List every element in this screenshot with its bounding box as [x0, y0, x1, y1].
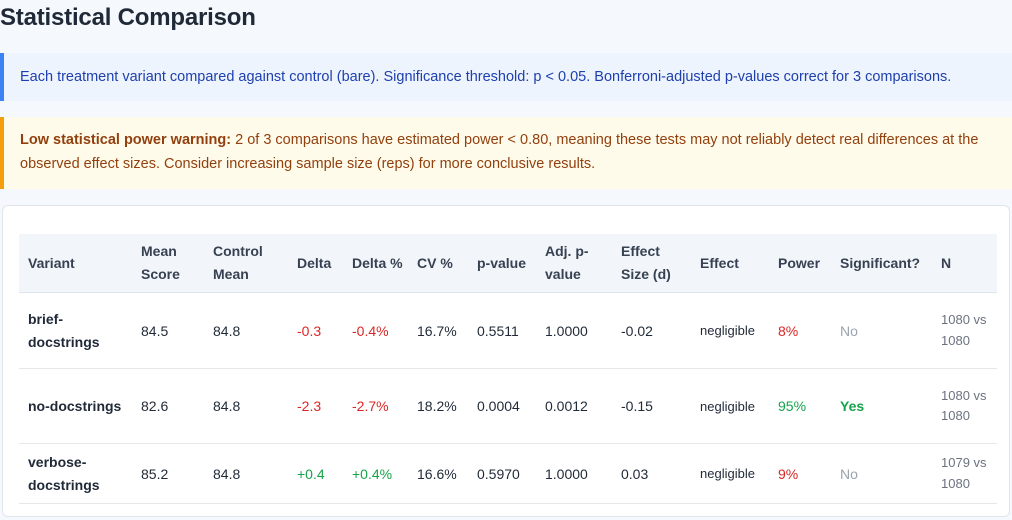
- cell-delta: -0.3: [288, 292, 343, 369]
- header-cv: CV %: [408, 234, 468, 293]
- cell-delta: +0.4: [288, 443, 343, 504]
- cell-control-mean: 84.8: [204, 368, 288, 444]
- cell-n: 1079 vs 1080: [932, 443, 997, 504]
- power-warning-banner: Low statistical power warning: 2 of 3 co…: [0, 117, 1012, 189]
- header-power: Power: [769, 234, 831, 293]
- cell-effect-size: -0.15: [612, 368, 691, 444]
- cell-variant: no-docstrings: [19, 368, 132, 444]
- cell-control-mean: 84.8: [204, 443, 288, 504]
- table-row: verbose-docstrings 85.2 84.8 +0.4 +0.4% …: [19, 443, 997, 504]
- cell-cv: 16.7%: [408, 292, 468, 369]
- header-variant: Variant: [19, 234, 132, 293]
- cell-variant: brief-docstrings: [19, 292, 132, 369]
- comparison-table-card: Variant Mean Score Control Mean Delta De…: [2, 205, 1010, 517]
- cell-delta-pct: +0.4%: [343, 443, 408, 504]
- table-header-row: Variant Mean Score Control Mean Delta De…: [19, 234, 997, 293]
- cell-mean-score: 85.2: [132, 443, 204, 504]
- header-significant: Significant?: [831, 234, 932, 293]
- cell-power: 95%: [769, 368, 831, 444]
- comparison-table: Variant Mean Score Control Mean Delta De…: [19, 234, 997, 504]
- cell-significant: No: [831, 292, 932, 369]
- cell-adj-p-value: 1.0000: [536, 292, 612, 369]
- cell-control-mean: 84.8: [204, 292, 288, 369]
- cell-p-value: 0.0004: [468, 368, 536, 444]
- header-effect-size: Effect Size (d): [612, 234, 691, 293]
- info-banner: Each treatment variant compared against …: [0, 53, 1012, 101]
- cell-n: 1080 vs 1080: [932, 292, 997, 369]
- header-delta: Delta: [288, 234, 343, 293]
- cell-effect-size: 0.03: [612, 443, 691, 504]
- cell-adj-p-value: 1.0000: [536, 443, 612, 504]
- header-effect: Effect: [691, 234, 769, 293]
- cell-power: 9%: [769, 443, 831, 504]
- cell-variant: verbose-docstrings: [19, 443, 132, 504]
- page-title: Statistical Comparison: [0, 4, 256, 31]
- cell-adj-p-value: 0.0012: [536, 368, 612, 444]
- header-delta-pct: Delta %: [343, 234, 408, 293]
- cell-p-value: 0.5511: [468, 292, 536, 369]
- cell-mean-score: 84.5: [132, 292, 204, 369]
- cell-effect: negligible: [691, 368, 769, 444]
- header-p-value: p-value: [468, 234, 536, 293]
- cell-cv: 18.2%: [408, 368, 468, 444]
- cell-delta-pct: -2.7%: [343, 368, 408, 444]
- cell-significant: No: [831, 443, 932, 504]
- cell-p-value: 0.5970: [468, 443, 536, 504]
- header-mean-score: Mean Score: [132, 234, 204, 293]
- header-adj-p-value: Adj. p-value: [536, 234, 612, 293]
- cell-delta-pct: -0.4%: [343, 292, 408, 369]
- header-n: N: [932, 234, 997, 293]
- cell-n: 1080 vs 1080: [932, 368, 997, 444]
- cell-mean-score: 82.6: [132, 368, 204, 444]
- header-control-mean: Control Mean: [204, 234, 288, 293]
- cell-delta: -2.3: [288, 368, 343, 444]
- warning-text: 2 of 3 comparisons have estimated power …: [20, 132, 979, 172]
- cell-effect: negligible: [691, 443, 769, 504]
- cell-significant: Yes: [831, 368, 932, 444]
- cell-effect: negligible: [691, 292, 769, 369]
- table-row: brief-docstrings 84.5 84.8 -0.3 -0.4% 16…: [19, 292, 997, 369]
- table-row: no-docstrings 82.6 84.8 -2.3 -2.7% 18.2%…: [19, 368, 997, 444]
- cell-power: 8%: [769, 292, 831, 369]
- warning-label: Low statistical power warning:: [20, 132, 232, 148]
- cell-effect-size: -0.02: [612, 292, 691, 369]
- info-text: Each treatment variant compared against …: [20, 69, 952, 85]
- cell-cv: 16.6%: [408, 443, 468, 504]
